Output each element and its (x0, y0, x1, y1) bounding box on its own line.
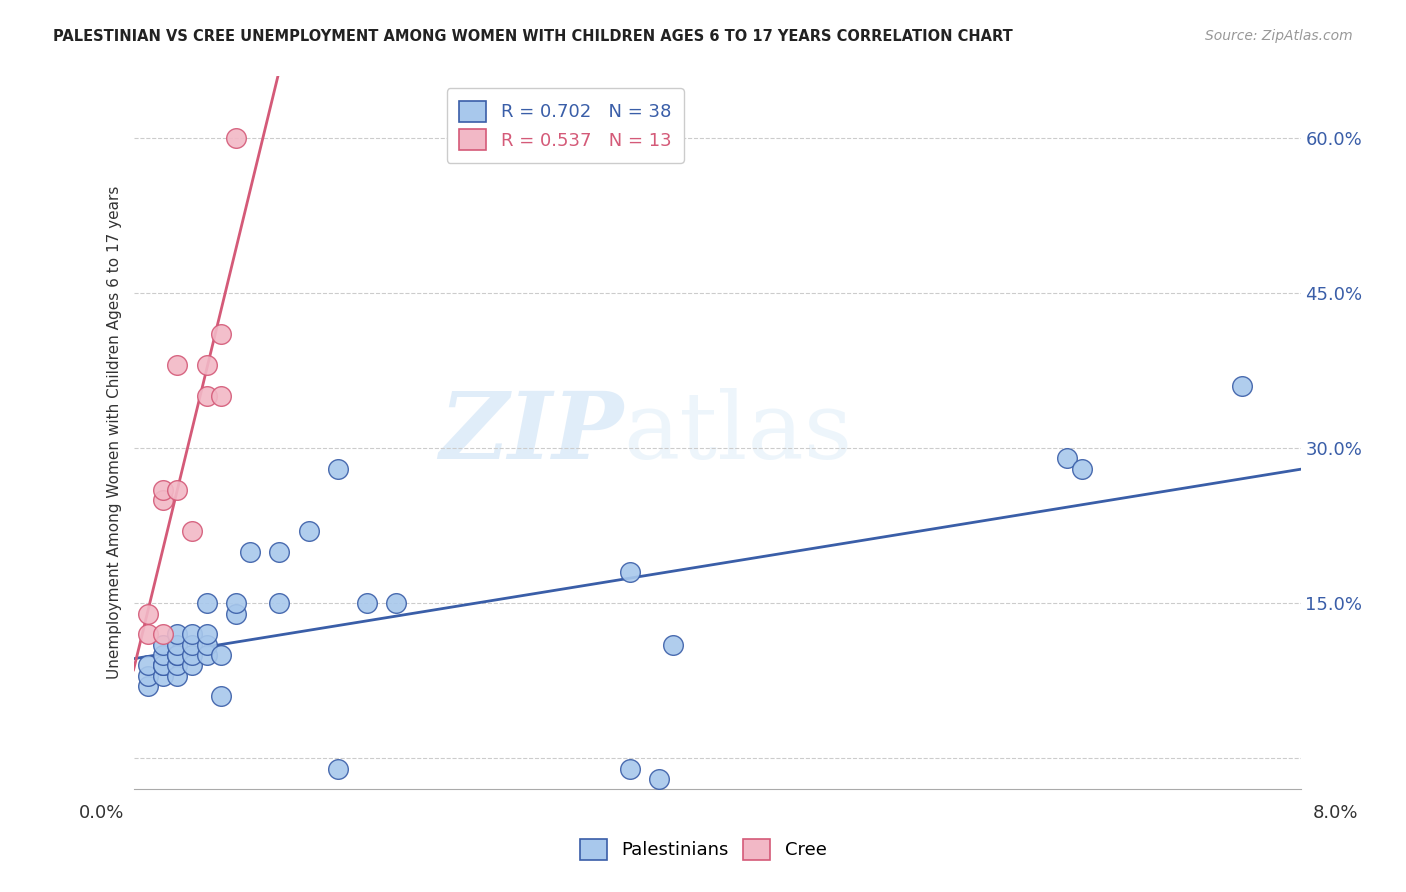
Point (1070, 462, 1092, 476)
Point (297, 524, 319, 538)
Text: PALESTINIAN VS CREE UNEMPLOYMENT AMONG WOMEN WITH CHILDREN AGES 6 TO 17 YEARS CO: PALESTINIAN VS CREE UNEMPLOYMENT AMONG W… (53, 29, 1014, 44)
Point (195, 596, 218, 610)
Point (269, 596, 291, 610)
Y-axis label: Unemployment Among Women with Children Ages 6 to 17 years: Unemployment Among Women with Children A… (107, 186, 122, 680)
Point (209, 690, 232, 704)
Text: atlas: atlas (624, 388, 853, 477)
Text: Source: ZipAtlas.com: Source: ZipAtlas.com (1205, 29, 1353, 43)
Legend: Palestinians, Cree: Palestinians, Cree (572, 831, 834, 867)
Point (195, 389, 218, 403)
Point (166, 658, 188, 673)
Point (1232, 379, 1254, 393)
Point (166, 668, 188, 682)
Point (195, 648, 218, 662)
Point (326, 762, 349, 776)
Point (209, 327, 232, 342)
Point (166, 483, 188, 497)
Point (152, 668, 174, 682)
Text: 8.0%: 8.0% (1313, 804, 1358, 822)
Point (619, 566, 641, 580)
Point (225, 607, 247, 621)
Point (180, 658, 202, 673)
Point (136, 668, 159, 682)
Point (662, 638, 685, 652)
Point (136, 607, 159, 621)
Point (180, 638, 202, 652)
Point (152, 658, 174, 673)
Point (195, 638, 218, 652)
Point (152, 648, 174, 662)
Point (152, 658, 174, 673)
Point (1056, 451, 1078, 466)
Point (647, 772, 671, 786)
Point (136, 658, 159, 673)
Point (356, 596, 378, 610)
Point (166, 648, 188, 662)
Point (195, 627, 218, 641)
Legend: R = 0.702   N = 38, R = 0.537   N = 13: R = 0.702 N = 38, R = 0.537 N = 13 (447, 88, 685, 162)
Text: 0.0%: 0.0% (79, 804, 124, 822)
Point (326, 462, 349, 476)
Point (152, 627, 174, 641)
Point (269, 544, 291, 558)
Point (166, 638, 188, 652)
Point (619, 762, 641, 776)
Text: ZIP: ZIP (440, 388, 624, 477)
Point (180, 627, 202, 641)
Point (209, 389, 232, 403)
Point (136, 679, 159, 693)
Point (152, 638, 174, 652)
Point (166, 648, 188, 662)
Point (225, 596, 247, 610)
Point (209, 648, 232, 662)
Point (385, 596, 408, 610)
Point (166, 627, 188, 641)
Point (152, 483, 174, 497)
Point (180, 524, 202, 538)
Point (136, 627, 159, 641)
Point (166, 359, 188, 373)
Point (152, 492, 174, 507)
Point (225, 131, 247, 145)
Point (180, 648, 202, 662)
Point (239, 544, 262, 558)
Point (195, 359, 218, 373)
